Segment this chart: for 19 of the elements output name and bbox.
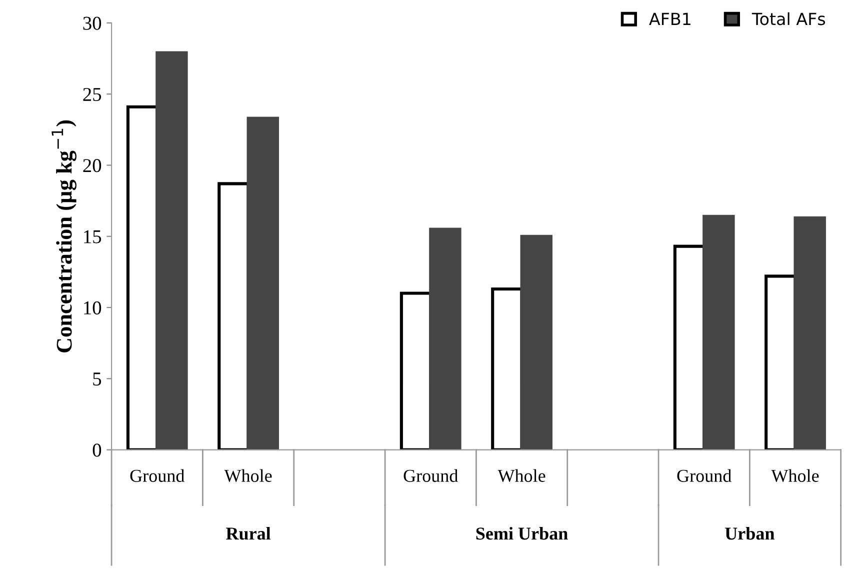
x-tick-label: Ground xyxy=(404,469,458,482)
y-tick-label: 0 xyxy=(92,444,102,457)
y-tick-label: 5 xyxy=(93,372,102,386)
y-tick-label: 30 xyxy=(83,16,102,30)
x-tick-label: Whole xyxy=(498,469,546,482)
y-tick-label: 25 xyxy=(83,88,102,102)
text: Semi Urban xyxy=(476,526,568,540)
text: Rural xyxy=(226,526,271,540)
x-tick-label: Ground xyxy=(677,469,732,482)
x-tick-label: Ground xyxy=(130,469,184,482)
y-tick-label: 20 xyxy=(83,159,102,172)
text: Urban xyxy=(725,526,774,540)
y-tick-label: 10 xyxy=(84,301,102,314)
x-tick-label: Whole xyxy=(224,469,272,482)
legend-label: Total AFs xyxy=(752,12,826,26)
legend-label: AFB1 xyxy=(649,12,690,25)
y-tick-label: 15 xyxy=(84,230,102,244)
y-axis-title: Concentration (µg kg$^{−1}$) xyxy=(52,120,76,352)
x-tick-label: Whole xyxy=(771,469,819,482)
